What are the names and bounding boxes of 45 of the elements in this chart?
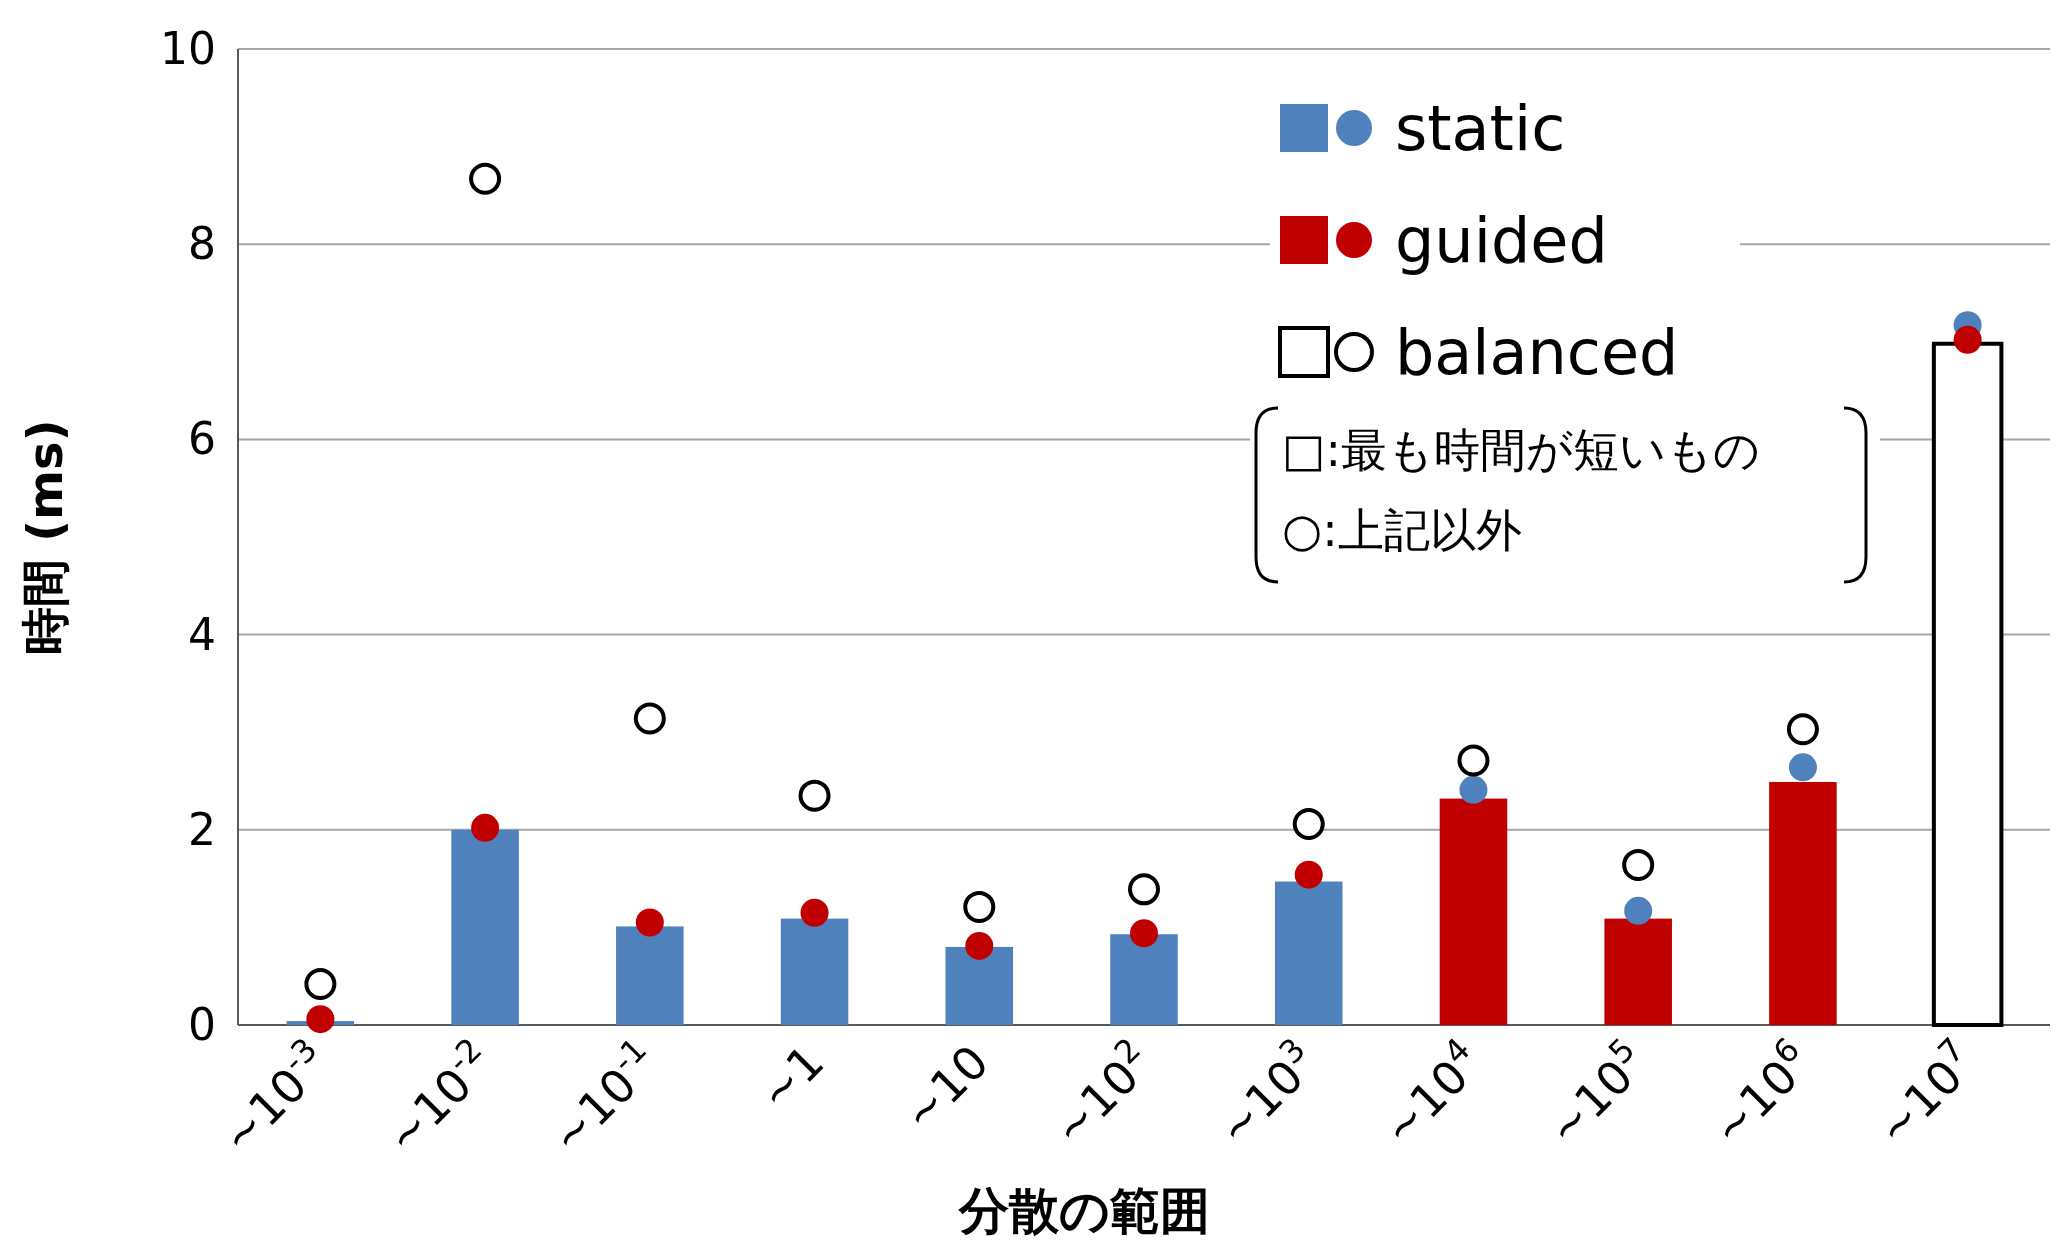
y-axis-title: 時間 (ms) — [17, 419, 73, 655]
point — [1457, 744, 1490, 777]
point — [1128, 873, 1160, 906]
bar — [1439, 798, 1508, 1025]
bar — [945, 946, 1014, 1025]
point — [1788, 753, 1817, 782]
y-tick-label: 2 — [188, 803, 216, 855]
y-tick-label: 10 — [160, 23, 216, 74]
point — [1294, 860, 1323, 889]
point — [798, 779, 831, 812]
bar — [451, 829, 519, 1025]
point — [304, 968, 337, 1001]
bar — [616, 926, 684, 1025]
point — [1786, 713, 1819, 746]
point — [471, 813, 500, 842]
annotation: □:最も時間が短いもの — [1282, 423, 1760, 477]
point — [1130, 919, 1158, 948]
bar — [780, 918, 849, 1025]
y-tick-label: 6 — [188, 413, 216, 465]
point — [800, 898, 829, 927]
point — [1624, 896, 1653, 925]
legend-label: guided — [1395, 204, 1608, 277]
y-tick-label: 0 — [188, 999, 216, 1050]
y-tick-label: 4 — [188, 608, 216, 660]
point — [469, 162, 502, 195]
legend-label: static — [1395, 92, 1566, 165]
point — [306, 1005, 335, 1034]
bar — [1274, 881, 1343, 1025]
annotation: ○:上記以外 — [1282, 503, 1522, 557]
bar — [1604, 918, 1672, 1025]
point — [1953, 325, 1982, 354]
point — [1622, 848, 1655, 881]
point — [635, 908, 664, 937]
x-axis-title: 分散の範囲 — [957, 1182, 1210, 1240]
bar — [1110, 934, 1178, 1025]
point — [965, 931, 994, 960]
y-tick-label: 8 — [188, 218, 216, 270]
x-tick-label: ~1 — [748, 1034, 835, 1121]
point — [1459, 775, 1488, 804]
bar — [1769, 781, 1837, 1025]
legend-label: balanced — [1395, 316, 1679, 389]
point — [963, 890, 996, 923]
x-tick-label: ~10 — [892, 1034, 1000, 1142]
point — [1292, 807, 1325, 840]
point — [633, 702, 666, 735]
